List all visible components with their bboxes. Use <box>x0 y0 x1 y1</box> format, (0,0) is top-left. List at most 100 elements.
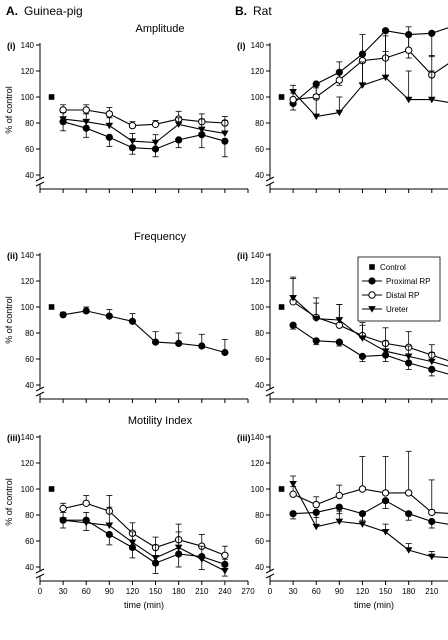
data-point <box>221 551 229 559</box>
error-bar <box>428 479 435 513</box>
error-bar <box>359 456 366 489</box>
control-marker <box>278 94 285 100</box>
error-bar <box>359 34 366 61</box>
axis-break-mark <box>265 386 275 397</box>
y-tick-label: 60 <box>25 355 34 364</box>
panel-amp-rat: (i) 40 60 80 100 120 140 <box>237 26 448 193</box>
y-tick-label: 60 <box>255 537 264 546</box>
data-point <box>428 517 436 526</box>
series-line <box>62 502 226 556</box>
data-point <box>381 348 390 355</box>
series-line <box>292 324 448 375</box>
error-bar <box>382 456 389 493</box>
data-point <box>174 121 183 128</box>
data-point <box>427 358 436 366</box>
y-tick-label: 100 <box>251 485 265 494</box>
x-tick-label: 240 <box>218 587 232 596</box>
error-bar <box>106 506 113 526</box>
series-line <box>62 121 226 150</box>
x-tick-label: 30 <box>289 587 298 596</box>
y-tick-label: 140 <box>21 433 35 442</box>
panel-mi-gp: Motility Index (iii) 40 60 80 100 120 140 % of c… <box>4 415 255 610</box>
y-tick-label: 40 <box>25 563 34 572</box>
control-marker <box>48 304 55 310</box>
y-tick-label: 80 <box>25 119 34 128</box>
x-tick-label: 90 <box>335 587 344 596</box>
data-point <box>221 130 229 138</box>
y-tick-label: 60 <box>25 145 34 154</box>
error-bar <box>382 51 389 78</box>
y-tick-label: 100 <box>251 303 265 312</box>
series-line <box>63 310 226 354</box>
data-point <box>59 504 67 513</box>
data-point <box>428 365 436 373</box>
y-tick-label: 60 <box>255 145 264 154</box>
header-right: B. Rat <box>235 4 272 18</box>
legend-label: Distal RP <box>386 291 419 300</box>
x-tick-label: 60 <box>82 587 91 596</box>
y-tick-label: 120 <box>251 459 265 468</box>
series-triangle <box>289 475 448 561</box>
series-triangle <box>289 276 448 367</box>
legend-label: Ureter <box>386 305 409 314</box>
axis-break-mark <box>265 176 275 187</box>
axis-break-mark <box>265 568 275 579</box>
series-triangle <box>289 51 448 121</box>
data-point <box>335 491 344 500</box>
y-tick-label: 120 <box>251 277 265 286</box>
series-open-circle <box>289 450 448 517</box>
data-point <box>404 353 413 361</box>
data-point <box>289 510 297 518</box>
data-point <box>289 490 297 498</box>
axis-break-mark <box>35 176 45 187</box>
series-line <box>293 500 448 525</box>
data-point <box>335 518 344 526</box>
error-bar <box>405 70 412 100</box>
x-tick-label: 0 <box>38 587 43 596</box>
x-tick-label: 210 <box>195 587 209 596</box>
data-point <box>335 76 344 84</box>
data-point <box>358 335 367 342</box>
series-triangle <box>59 112 229 147</box>
panel-freq-rat: (ii) 40 60 80 100 120 140 <box>237 251 448 403</box>
data-point <box>312 523 321 531</box>
y-tick-label: 40 <box>255 381 264 390</box>
x-tick-label: 270 <box>241 587 255 596</box>
error-bar <box>313 97 320 117</box>
series-open-circle <box>289 26 448 104</box>
panel-label: (ii) <box>237 251 248 261</box>
x-axis-label: time (min) <box>124 600 164 610</box>
legend-item: Ureter <box>362 305 409 314</box>
x-tick-label: 120 <box>126 587 140 596</box>
data-point <box>289 295 297 302</box>
panel-label: (i) <box>7 41 16 51</box>
data-point <box>335 338 343 346</box>
data-point <box>128 138 137 145</box>
y-tick-label: 80 <box>255 511 264 520</box>
header-left-letter: A. <box>6 4 18 18</box>
data-point <box>59 517 67 524</box>
x-axis-label: time (min) <box>354 600 394 610</box>
data-point <box>404 489 413 497</box>
series-line <box>292 483 448 559</box>
x-tick-label: 180 <box>172 587 186 596</box>
y-tick-label: 120 <box>21 277 35 286</box>
series-filled-circle <box>59 118 229 158</box>
data-point <box>405 359 413 367</box>
data-point <box>335 317 344 324</box>
data-point <box>405 510 413 518</box>
y-tick-label: 100 <box>21 93 35 102</box>
panel-label: (i) <box>237 41 246 51</box>
data-point <box>427 96 436 104</box>
data-point <box>221 568 229 575</box>
panel-amp-gp: Amplitude (i) 40 60 80 100 120 140 % of control <box>4 23 249 193</box>
y-tick-label: 100 <box>21 303 35 312</box>
y-tick-label: 60 <box>25 537 34 546</box>
y-tick-label: 100 <box>251 93 265 102</box>
data-point <box>404 547 413 554</box>
data-point <box>428 29 436 37</box>
data-point <box>82 106 90 114</box>
y-tick-label: 140 <box>251 433 265 442</box>
data-point <box>381 529 390 536</box>
data-point <box>358 82 367 89</box>
